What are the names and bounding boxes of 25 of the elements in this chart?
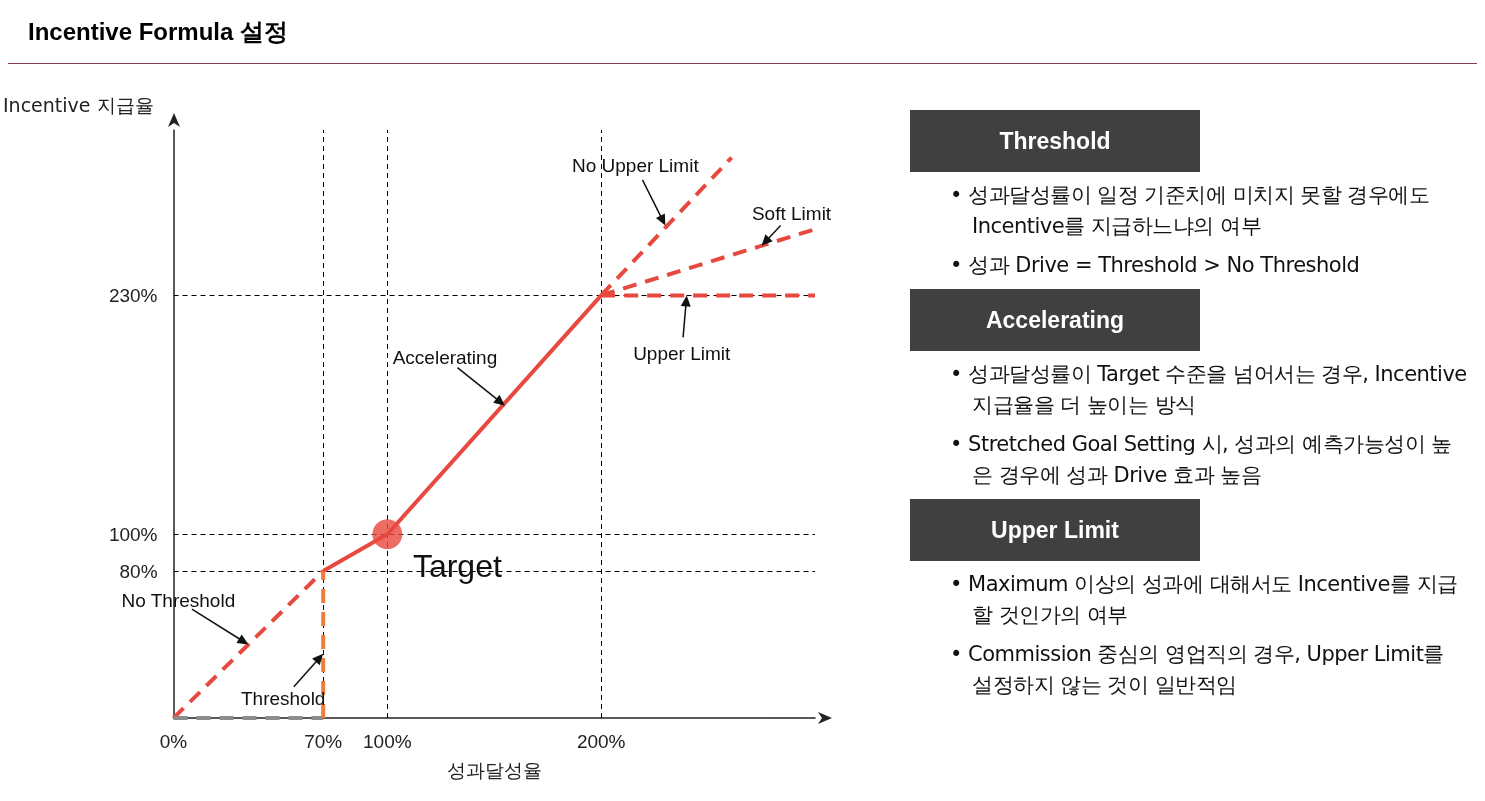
annotation: Upper Limit <box>633 342 731 364</box>
text: • Maximum 이상의 성과에 대해서도 Incentive를 지급할 것인가의 여부 <box>950 571 1459 629</box>
annotation: Accelerating <box>392 347 498 369</box>
y-axis-title: Incentive 지급율 <box>2 94 154 116</box>
annotation: No Upper Limit <box>571 155 700 177</box>
y-tick-label: 230% <box>108 284 158 306</box>
text: • Stretched Goal Setting 시, 성과의 예측가능성이 높은 경우에 성과 Drive 효과 높음 <box>950 431 1453 489</box>
chart-title: Incentive Formula 설정 <box>28 17 289 47</box>
text: • Commission 중심의 영업직의 경우, Upper Limit를 설정하지 않는 것이 일반적임 <box>950 641 1445 699</box>
text: Upper Limit <box>910 499 1200 561</box>
y-tick-label: 100% <box>108 523 158 545</box>
x-tick-label: 200% <box>576 731 626 752</box>
annotation: Target <box>412 548 502 585</box>
text: • 성과달성률이 Target 수준을 넘어서는 경우, Incentive 지급율을 더 높이는 방식 <box>950 361 1468 419</box>
x-tick-label: 0% <box>159 731 188 752</box>
y-tick-label: 80% <box>119 560 158 582</box>
annotation: Threshold <box>240 688 326 710</box>
annotation: Soft Limit <box>751 203 832 225</box>
text: Accelerating <box>910 289 1200 351</box>
text: • 성과달성률이 일정 기준치에 미치지 못할 경우에도 Incentive를 지급하느냐의 여부 <box>950 182 1431 240</box>
text: Threshold <box>910 110 1200 172</box>
x-axis-title: 성과달성율 <box>446 758 542 781</box>
x-tick-label: 100% <box>363 731 412 752</box>
text: • 성과 Drive = Threshold > No Threshold <box>950 252 1361 279</box>
x-tick-label: 70% <box>304 731 343 752</box>
